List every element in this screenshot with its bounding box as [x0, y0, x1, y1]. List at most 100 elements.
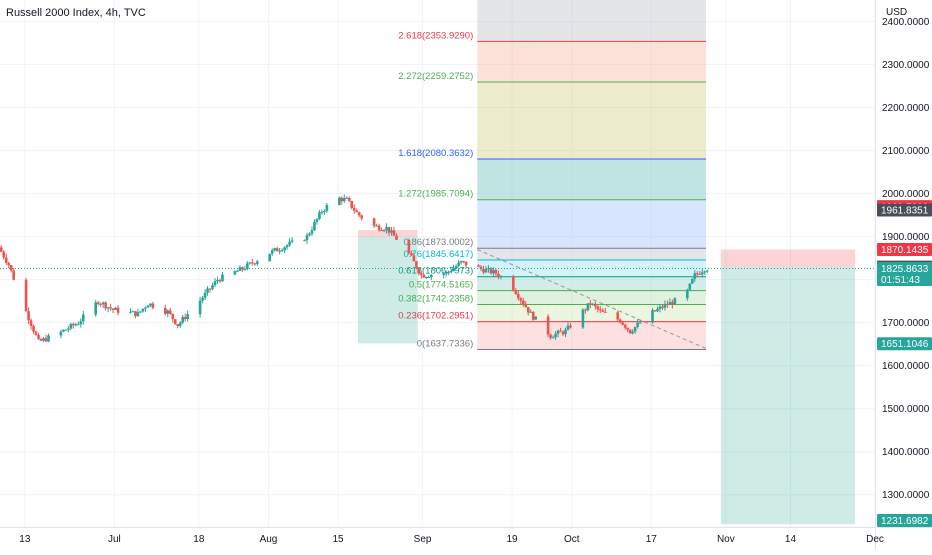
candle-body	[168, 310, 172, 314]
candle-body	[248, 262, 252, 264]
candle-body	[81, 314, 85, 322]
candle-body	[514, 290, 518, 294]
candle-body	[280, 250, 284, 252]
candle-body	[385, 226, 388, 231]
candle-body	[380, 229, 383, 231]
candle-body	[268, 253, 272, 262]
candle-body	[218, 279, 222, 282]
candle-body	[531, 311, 535, 320]
candle-body	[581, 309, 585, 328]
candle-body	[251, 262, 254, 264]
candle-body	[561, 331, 565, 335]
candle-body	[111, 308, 115, 310]
candle-body	[377, 225, 381, 230]
fib-level-label: 0.86(1873.0002)	[404, 237, 474, 248]
candle-body	[131, 311, 135, 313]
candle-body	[395, 235, 398, 240]
candle-body	[178, 322, 182, 326]
candle-body	[556, 330, 560, 334]
candle-body	[27, 311, 30, 321]
candle-body	[0, 247, 3, 252]
candle-body	[74, 324, 78, 326]
candle-body	[459, 261, 463, 263]
candle-body	[62, 329, 65, 332]
candle-body	[315, 218, 319, 222]
x-tick-label: Jul	[108, 534, 121, 545]
candle-body	[77, 324, 80, 326]
candle-body	[673, 298, 677, 305]
fib-zone	[477, 159, 706, 200]
candle-body	[601, 310, 605, 312]
candle-body	[12, 270, 15, 280]
candle-body	[164, 307, 167, 314]
candle-body	[303, 240, 306, 242]
fib-zone	[477, 82, 706, 160]
x-tick-label: Aug	[260, 534, 278, 545]
short-position-target-zone	[357, 236, 418, 344]
candle-body	[638, 322, 642, 324]
fib-zone	[477, 0, 706, 42]
candle-body	[243, 268, 247, 270]
candle-body	[72, 323, 75, 326]
candle-body	[275, 248, 279, 252]
candle-body	[139, 311, 142, 313]
candle-body	[429, 274, 433, 278]
candle-body	[387, 226, 391, 233]
candle-body	[554, 333, 557, 338]
candle-body	[290, 240, 294, 242]
price-tag-label: 1870.1435	[881, 245, 929, 256]
candle-body	[34, 331, 38, 335]
candle-body	[129, 311, 132, 313]
candle-body	[253, 263, 257, 265]
candle-body	[39, 339, 43, 341]
candle-body	[106, 307, 110, 309]
candle-body	[79, 321, 83, 325]
candle-body	[599, 309, 602, 311]
candle-body	[216, 279, 219, 282]
candle-body	[355, 210, 359, 213]
candle-body	[492, 270, 495, 274]
candle-body	[338, 197, 341, 206]
candle-body	[99, 304, 102, 306]
y-tick-label: 1500.0000	[882, 404, 930, 415]
candle-body	[521, 300, 525, 305]
candle-body	[534, 316, 537, 320]
candle-body	[569, 325, 572, 328]
candle-body	[29, 320, 33, 327]
candle-body	[623, 324, 627, 328]
candle-body	[653, 310, 657, 312]
candle-body	[246, 263, 249, 269]
fib-level-label: 1.618(2080.3632)	[398, 148, 473, 159]
candle-body	[422, 275, 426, 278]
candle-body	[134, 311, 137, 317]
candle-body	[221, 274, 224, 282]
x-tick-label: Nov	[717, 534, 735, 545]
candle-body	[512, 276, 515, 291]
candle-body	[546, 316, 550, 335]
candle-body	[288, 241, 291, 246]
candle-body	[589, 303, 592, 305]
candle-body	[236, 270, 239, 272]
fib-level-label: 0.5(1774.5165)	[409, 280, 473, 291]
candle-body	[529, 311, 533, 313]
fib-zone	[477, 276, 706, 291]
y-tick-label: 2100.0000	[882, 146, 930, 157]
candle-body	[596, 306, 600, 310]
candle-body	[342, 197, 346, 202]
candle-body	[519, 298, 523, 301]
candle-body	[323, 210, 326, 212]
y-tick-label: 1900.0000	[882, 232, 930, 243]
candle-body	[186, 314, 189, 320]
candle-body	[497, 273, 500, 277]
x-tick-label: Oct	[564, 534, 580, 545]
candle-body	[489, 268, 493, 274]
candle-body	[64, 329, 68, 331]
candle-body	[698, 273, 702, 275]
candle-body	[206, 288, 209, 293]
candle-body	[238, 267, 242, 271]
candle-body	[603, 311, 607, 313]
candle-body	[208, 288, 212, 290]
candle-body	[526, 307, 530, 313]
